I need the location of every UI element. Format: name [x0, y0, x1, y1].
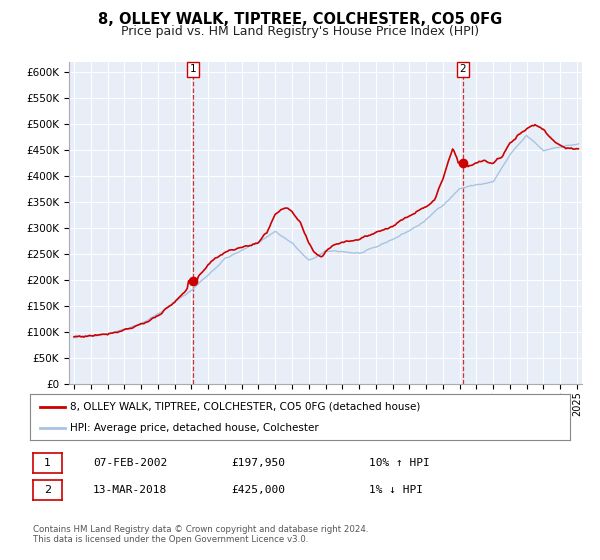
Text: 8, OLLEY WALK, TIPTREE, COLCHESTER, CO5 0FG: 8, OLLEY WALK, TIPTREE, COLCHESTER, CO5 … — [98, 12, 502, 27]
Text: Contains HM Land Registry data © Crown copyright and database right 2024.: Contains HM Land Registry data © Crown c… — [33, 525, 368, 534]
Text: 1: 1 — [190, 64, 196, 74]
Text: £197,950: £197,950 — [231, 458, 285, 468]
Text: Price paid vs. HM Land Registry's House Price Index (HPI): Price paid vs. HM Land Registry's House … — [121, 25, 479, 38]
Text: 07-FEB-2002: 07-FEB-2002 — [93, 458, 167, 468]
Text: 2: 2 — [44, 485, 51, 495]
Text: 1: 1 — [44, 458, 51, 468]
Text: This data is licensed under the Open Government Licence v3.0.: This data is licensed under the Open Gov… — [33, 535, 308, 544]
Text: 8, OLLEY WALK, TIPTREE, COLCHESTER, CO5 0FG (detached house): 8, OLLEY WALK, TIPTREE, COLCHESTER, CO5 … — [71, 402, 421, 412]
Text: 2: 2 — [460, 64, 466, 74]
Text: £425,000: £425,000 — [231, 485, 285, 495]
Text: HPI: Average price, detached house, Colchester: HPI: Average price, detached house, Colc… — [71, 423, 319, 433]
Text: 13-MAR-2018: 13-MAR-2018 — [93, 485, 167, 495]
Text: 1% ↓ HPI: 1% ↓ HPI — [369, 485, 423, 495]
Text: 10% ↑ HPI: 10% ↑ HPI — [369, 458, 430, 468]
